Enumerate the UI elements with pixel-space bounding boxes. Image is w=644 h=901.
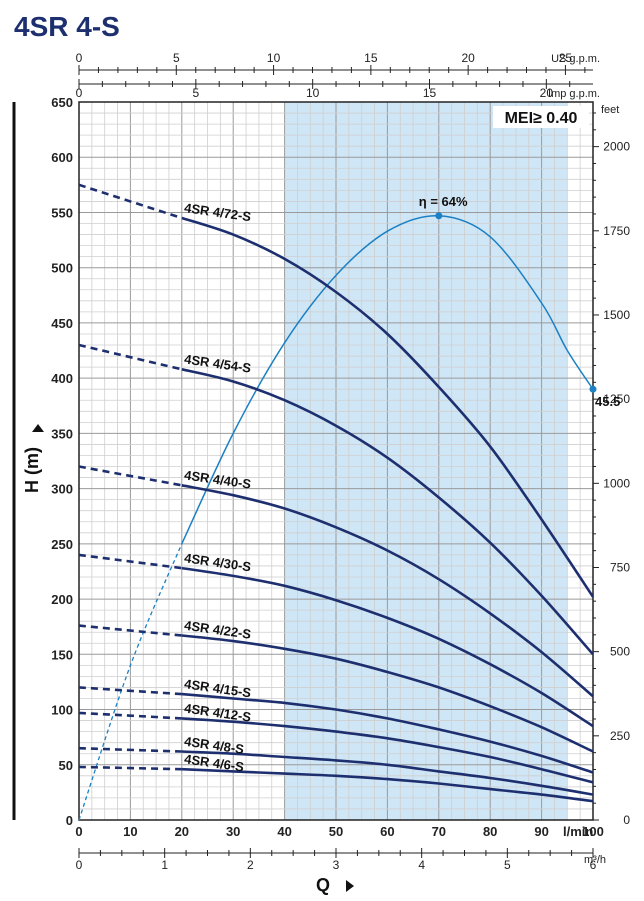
y-tick-label: 550 [51,205,73,220]
y-tick-label: 150 [51,647,73,662]
imp-gpm-axis-tick-label: 5 [192,86,199,100]
feet-tick-label: 1500 [603,308,630,322]
x-tick-label: 100 [582,824,604,839]
series-line-dashed [78,686,182,696]
m3h-tick-label: 0 [76,858,83,872]
y-tick-label: 350 [51,426,73,441]
efficiency-curve-line [181,215,594,545]
y-tick-label: 600 [51,150,73,165]
series-line-dashed [78,624,182,637]
y-tick-label: 300 [51,482,73,497]
chart-title: 4SR 4-S [14,11,120,42]
x-tick-label: 80 [483,824,497,839]
us-gpm-axis-tick-label: 5 [173,51,180,65]
efficiency-curve-dashed [78,543,183,821]
m3h-tick-label: 3 [333,858,340,872]
efficiency-end-point [589,385,597,393]
series-line [181,750,594,796]
series-line [181,634,594,753]
x-axis-title: Q [316,875,330,895]
series-lines [78,183,595,803]
plot-frame [78,101,594,821]
y-tick-label: 650 [51,95,73,110]
x-axis-arrow [346,880,354,892]
imp-gpm-axis-tick-label: 15 [423,86,437,100]
feet-tick-label: 250 [610,729,630,743]
x-tick-label: 50 [329,824,343,839]
efficiency-end-label: 45.5 [595,394,620,409]
x-tick-label: 10 [123,824,137,839]
mei-label-bg [493,106,589,128]
imp-gpm-axis-unit: Imp g.p.m. [548,88,600,100]
series-line-dashed [78,765,182,771]
m3h-tick-label: 5 [504,858,511,872]
series-line [181,368,594,656]
series-line [181,216,595,598]
series-line [181,692,594,774]
x-tick-label: 70 [432,824,446,839]
imp-gpm-axis-tick-label: 0 [76,86,83,100]
series-line [181,717,594,784]
m3h-tick-label: 1 [161,858,168,872]
series-line-dashed [78,711,182,720]
y-axis-arrow [32,424,44,432]
imp-gpm-axis-tick-label: 10 [306,86,320,100]
us-gpm-axis-tick-label: 25 [559,51,573,65]
us-gpm-axis-tick-label: 15 [364,51,378,65]
efficiency-peak-point [435,212,443,220]
feet-tick-label: 1250 [603,392,630,406]
efficiency-curve [78,212,597,821]
y-tick-label: 450 [51,316,73,331]
series-line [181,767,594,803]
series-line-dashed [78,553,182,570]
feet-tick-label: 1750 [603,224,630,238]
x-tick-label: 30 [226,824,240,839]
y-tick-label: 500 [51,261,73,276]
series-line [181,566,594,728]
series-line-dashed [78,343,183,371]
x-unit: l/min [563,824,593,839]
us-gpm-axis-tick-label: 0 [76,51,83,65]
grid [78,101,594,821]
y-tick-label: 100 [51,703,73,718]
mei-label: MEI≥ 0.40 [505,110,578,127]
feet-tick-label: 2000 [603,140,630,154]
feet-tick-label: 1000 [603,476,630,490]
x-tick-label: 40 [277,824,291,839]
efficiency-peak-label: η = 64% [419,194,468,209]
m3h-tick-label: 2 [247,858,254,872]
y-tick-label: 0 [66,813,73,828]
series-line-dashed [78,746,182,753]
series-line-dashed [78,465,183,487]
x-tick-label: 60 [380,824,394,839]
x-tick-label: 90 [534,824,548,839]
us-gpm-axis-tick-label: 20 [461,51,475,65]
feet-tick-label: 500 [610,645,630,659]
imp-gpm-axis-tick-label: 20 [540,86,554,100]
y-axis-title: H (m) [22,447,42,493]
y-tick-label: 250 [51,537,73,552]
x-tick-label: 0 [75,824,82,839]
m3h-tick-label: 6 [590,858,597,872]
y-tick-label: 200 [51,592,73,607]
x-tick-label: 20 [175,824,189,839]
feet-tick-label: 0 [623,813,630,827]
series-line-dashed [78,183,183,220]
y-tick-label: 400 [51,371,73,386]
feet-tick-label: 750 [610,560,630,574]
feet-unit: feet [601,104,619,116]
series-line [181,484,594,698]
m3h-tick-label: 4 [418,858,425,872]
m3h-unit: m³/h [584,854,606,866]
us-gpm-axis-tick-label: 10 [267,51,281,65]
us-gpm-axis-unit: US g.p.m. [551,53,600,65]
y-tick-label: 50 [59,758,73,773]
